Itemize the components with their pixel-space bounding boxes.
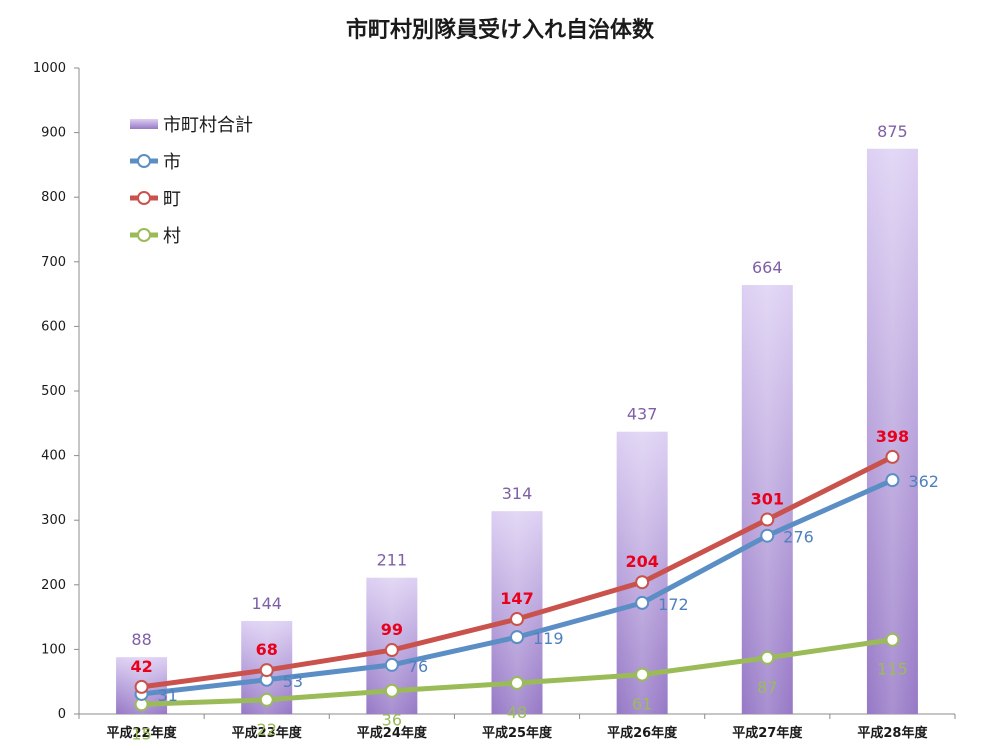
y-tick-label: 800 (41, 190, 66, 205)
bar-data-label: 664 (752, 258, 783, 277)
series-data-label: 76 (408, 657, 428, 676)
series-point (885, 449, 900, 464)
x-tick-label: 平成24年度 (357, 725, 428, 741)
series-point (635, 595, 650, 610)
series-data-label: 15 (131, 724, 151, 743)
series-data-label: 119 (533, 629, 564, 648)
line-series (134, 449, 900, 712)
x-tick-label: 平成25年度 (482, 725, 553, 741)
axes: 0 100 200 300 400 500 600 700 800 900 1000 平成22年度 平成… (33, 61, 956, 741)
x-tick-label: 平成28年度 (857, 725, 928, 741)
series-point (635, 667, 650, 682)
series-point (510, 675, 524, 690)
series-data-label: 48 (507, 703, 527, 722)
series-point (384, 657, 399, 672)
series-point (760, 528, 775, 543)
series-point (134, 679, 149, 694)
series-data-label: 22 (257, 720, 277, 739)
series-point (760, 650, 775, 665)
y-tick-label: 600 (41, 319, 66, 334)
y-tick-label: 1000 (33, 61, 66, 76)
bar-data-label: 88 (131, 630, 151, 649)
series-data-label: 398 (876, 427, 909, 446)
legend-label: 町 (163, 189, 181, 210)
line-data-labels: 31 53 76 119 172 276 362 42 68 99 147 204 301 398 15 22… (130, 427, 939, 743)
y-tick-label: 200 (41, 578, 66, 593)
bars (116, 148, 918, 714)
legend-label: 村 (163, 226, 181, 247)
bar-sheen (866, 148, 918, 714)
bar-data-label: 144 (251, 594, 282, 613)
y-tick-label: 700 (41, 255, 66, 270)
series-data-label: 115 (877, 660, 908, 679)
y-tick-label: 900 (41, 126, 66, 141)
y-tick-label: 400 (41, 449, 66, 464)
x-tick-label: 平成22年度 (107, 725, 178, 741)
x-tick-label: 平成26年度 (607, 725, 678, 741)
series-data-label: 276 (783, 528, 814, 547)
series-data-label: 36 (382, 711, 402, 730)
series-data-label: 172 (658, 595, 689, 614)
series-data-label: 53 (283, 672, 303, 691)
series-data-label: 42 (130, 657, 152, 676)
legend-swatch-marker (137, 191, 151, 205)
series-point (510, 612, 524, 627)
series-point (259, 692, 274, 707)
y-tick-label: 500 (41, 384, 66, 399)
legend-swatch-marker (137, 154, 151, 168)
series-point (885, 632, 900, 647)
series-data-label: 31 (158, 686, 178, 705)
series-point (760, 512, 775, 527)
legend-label: 市 (163, 152, 181, 173)
bar-data-label: 875 (877, 122, 908, 141)
series-data-label: 61 (632, 695, 652, 714)
x-tick-label: 平成27年度 (732, 725, 803, 741)
y-tick-label: 100 (41, 642, 66, 657)
series-point (384, 643, 399, 658)
series-data-label: 87 (757, 678, 777, 697)
series-data-label: 301 (751, 490, 784, 509)
bar-data-label: 211 (377, 551, 408, 570)
legend-label: 市町村合計 (163, 115, 253, 136)
series-data-label: 204 (625, 552, 658, 571)
series-point (384, 683, 399, 698)
bar-sheen (741, 285, 793, 714)
y-tick-label: 0 (58, 707, 66, 722)
y-tick-label: 300 (41, 513, 66, 528)
series-data-label: 68 (256, 640, 278, 659)
bar-data-label: 314 (502, 484, 533, 503)
series-data-label: 362 (908, 472, 939, 491)
legend-swatch (130, 119, 158, 129)
series-data-label: 147 (500, 589, 533, 608)
series-point (885, 473, 900, 488)
series-point (635, 575, 650, 590)
series-point (259, 663, 274, 678)
bar-data-labels: 88 144 211 314 437 664 875 (131, 122, 907, 649)
chart-title: 市町村別隊員受け入れ自治体数 (346, 17, 655, 43)
legend-swatch-marker (137, 228, 151, 242)
x-tick-label: 平成23年度 (232, 725, 303, 741)
series-data-label: 99 (381, 620, 403, 639)
bar-data-label: 437 (627, 405, 658, 424)
series-point (510, 630, 524, 645)
